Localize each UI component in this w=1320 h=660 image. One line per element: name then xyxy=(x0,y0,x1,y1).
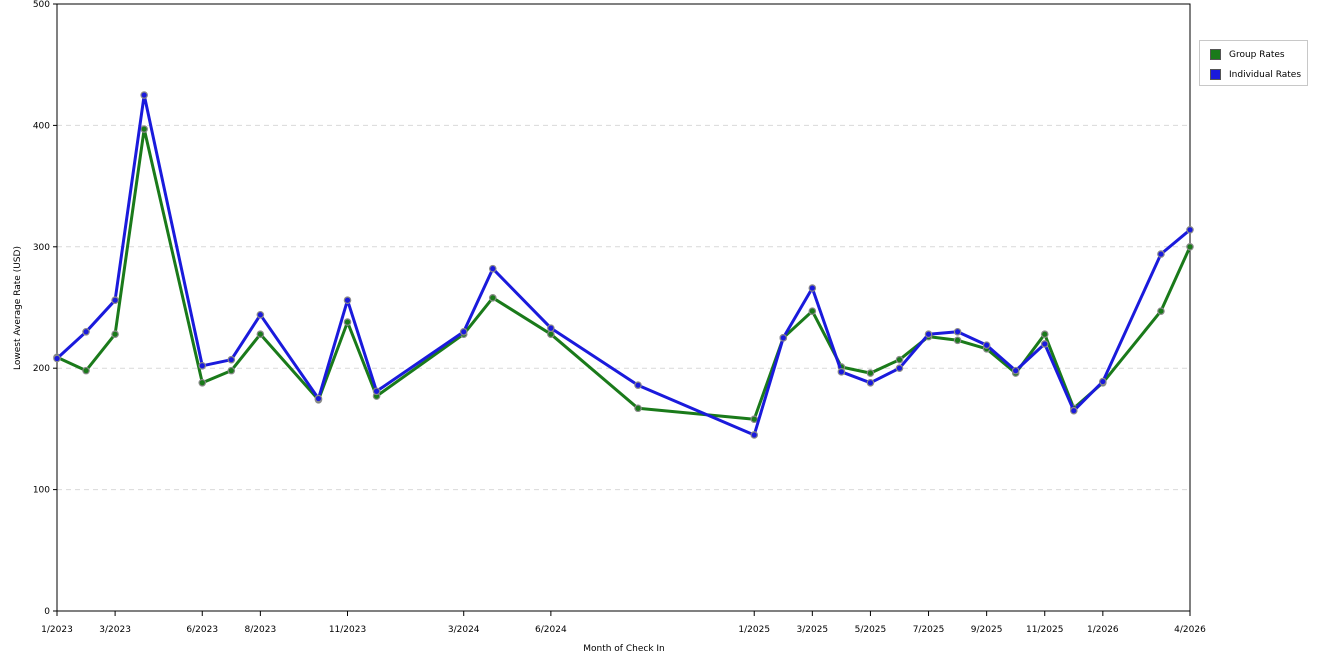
x-tick-label: 7/2025 xyxy=(913,625,945,635)
data-point-individual-rates xyxy=(1040,340,1049,348)
y-tick-label: 500 xyxy=(33,0,50,10)
legend-swatch-individual-rates xyxy=(1210,69,1221,80)
x-tick-label: 3/2024 xyxy=(448,625,480,635)
data-point-group-rates xyxy=(227,366,236,375)
data-point-individual-rates xyxy=(459,327,468,336)
data-point-individual-rates xyxy=(1157,250,1165,258)
data-point-individual-rates xyxy=(1069,406,1078,415)
y-tick-label: 0 xyxy=(44,607,50,617)
x-tick-label: 1/2025 xyxy=(738,625,770,635)
x-axis-title: Month of Check In xyxy=(583,644,665,654)
legend-label-group-rates: Group Rates xyxy=(1229,49,1285,60)
y-tick-label: 300 xyxy=(33,243,50,253)
y-axis: 0 100 200 300 400 500 xyxy=(33,0,57,617)
x-tick-label: 8/2023 xyxy=(245,625,277,635)
data-point-group-rates xyxy=(547,330,555,339)
legend-item-individual-rates: Individual Rates xyxy=(1210,68,1301,81)
data-point-individual-rates xyxy=(1186,226,1194,234)
data-point-individual-rates xyxy=(53,354,61,363)
x-tick-label: 3/2023 xyxy=(99,625,131,635)
data-point-individual-rates xyxy=(256,310,265,319)
data-point-group-rates xyxy=(634,404,642,413)
data-point-individual-rates xyxy=(750,431,759,439)
y-axis-title: Lowest Average Rate (USD) xyxy=(13,246,23,370)
x-tick-label: 6/2023 xyxy=(186,625,218,635)
series-line-individual-rates xyxy=(55,93,1191,437)
data-point-individual-rates xyxy=(866,378,875,387)
legend-swatch-group-rates xyxy=(1210,49,1221,60)
data-point-individual-rates xyxy=(372,387,381,396)
legend: Group Rates Individual Rates xyxy=(1199,40,1308,86)
data-point-individual-rates xyxy=(1011,366,1020,375)
data-point-individual-rates xyxy=(982,341,991,349)
data-point-individual-rates xyxy=(343,296,352,305)
data-point-individual-rates xyxy=(895,364,904,373)
x-tick-label: 9/2025 xyxy=(971,625,1003,635)
data-point-group-rates xyxy=(808,307,817,315)
x-tick-label: 1/2026 xyxy=(1087,625,1119,635)
x-axis: 1/2023 3/2023 6/2023 8/2023 11/2023 3/2024 6/2… xyxy=(41,611,1206,635)
legend-label-individual-rates: Individual Rates xyxy=(1229,69,1302,80)
x-tick-label: 6/2024 xyxy=(535,625,567,635)
data-point-group-rates xyxy=(343,318,352,326)
data-point-group-rates xyxy=(866,369,875,377)
y-tick-label: 400 xyxy=(33,121,50,131)
series-group xyxy=(53,91,1194,439)
data-point-individual-rates xyxy=(488,264,497,273)
x-tick-label: 4/2026 xyxy=(1174,625,1206,635)
data-point-individual-rates xyxy=(227,355,236,364)
data-point-individual-rates xyxy=(837,368,846,376)
data-point-group-rates xyxy=(750,415,759,423)
data-point-individual-rates xyxy=(779,334,788,342)
data-point-individual-rates xyxy=(808,284,817,292)
data-point-group-rates xyxy=(198,378,207,387)
x-tick-label: 5/2025 xyxy=(855,625,887,635)
x-tick-label: 11/2023 xyxy=(329,625,366,635)
data-point-individual-rates xyxy=(924,330,933,339)
data-point-group-rates xyxy=(140,125,148,133)
data-point-individual-rates xyxy=(111,296,119,305)
data-point-individual-rates xyxy=(198,361,207,370)
data-point-group-rates xyxy=(1186,243,1194,251)
data-point-individual-rates xyxy=(547,324,555,332)
data-point-group-rates xyxy=(895,355,904,364)
data-point-individual-rates xyxy=(314,394,323,403)
x-tick-label: 3/2025 xyxy=(796,625,828,635)
legend-item-group-rates: Group Rates xyxy=(1210,48,1285,61)
data-point-group-rates xyxy=(256,330,265,339)
y-tick-label: 100 xyxy=(33,486,50,496)
x-tick-label: 11/2025 xyxy=(1026,625,1063,635)
gridlines xyxy=(57,124,1190,491)
data-point-individual-rates xyxy=(140,91,148,99)
data-point-group-rates xyxy=(488,293,497,302)
plot-area-frame xyxy=(56,3,1191,612)
data-point-individual-rates xyxy=(82,327,90,336)
x-tick-label: 1/2023 xyxy=(41,625,73,635)
data-point-group-rates xyxy=(111,330,119,339)
data-point-individual-rates xyxy=(1099,377,1107,386)
y-tick-label: 200 xyxy=(33,364,50,374)
data-point-group-rates xyxy=(82,366,90,375)
data-point-group-rates xyxy=(953,336,962,345)
data-point-group-rates xyxy=(1040,330,1049,339)
data-point-individual-rates xyxy=(634,381,642,389)
data-point-individual-rates xyxy=(953,327,962,336)
data-point-group-rates xyxy=(1157,307,1165,315)
